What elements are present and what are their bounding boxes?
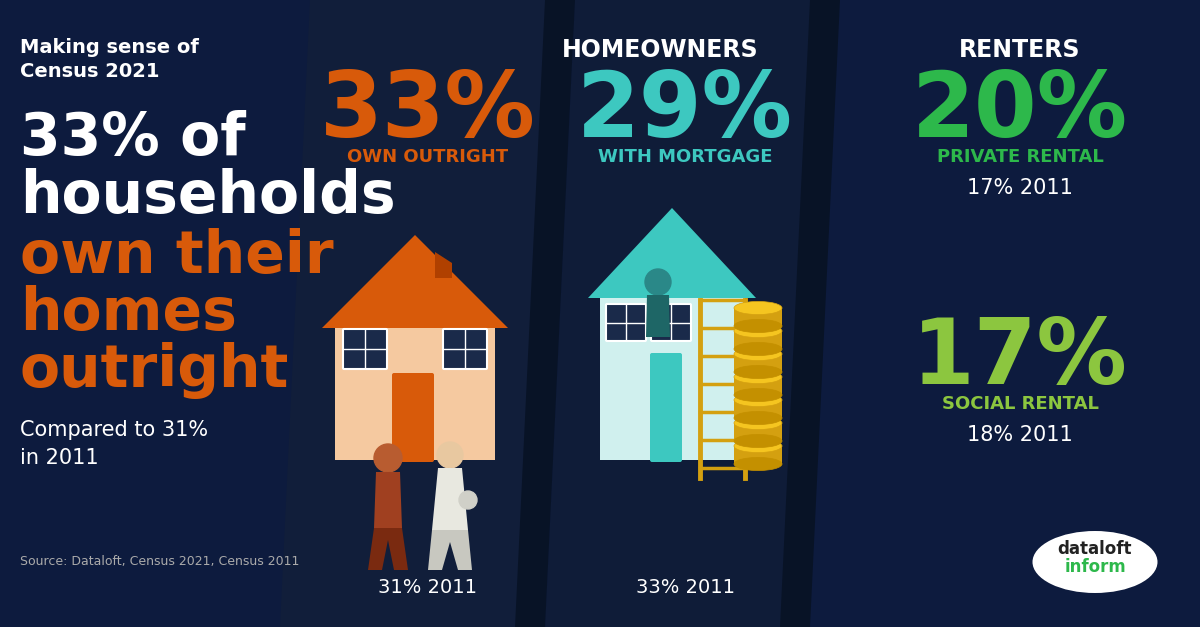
Ellipse shape xyxy=(734,366,782,379)
Polygon shape xyxy=(734,308,782,326)
Text: HOMEOWNERS: HOMEOWNERS xyxy=(562,38,758,62)
Polygon shape xyxy=(428,530,472,570)
Text: outright: outright xyxy=(20,342,289,399)
Polygon shape xyxy=(515,0,575,627)
Polygon shape xyxy=(545,0,830,627)
Text: inform: inform xyxy=(1064,558,1126,576)
Text: 31% 2011: 31% 2011 xyxy=(378,578,478,597)
Polygon shape xyxy=(600,215,745,460)
Polygon shape xyxy=(734,446,782,464)
Ellipse shape xyxy=(734,319,782,332)
Ellipse shape xyxy=(734,347,782,361)
Text: 33% 2011: 33% 2011 xyxy=(636,578,734,597)
Polygon shape xyxy=(734,400,782,418)
Text: 33% of: 33% of xyxy=(20,110,246,167)
Ellipse shape xyxy=(1032,531,1158,593)
Polygon shape xyxy=(436,252,452,278)
Text: SOCIAL RENTAL: SOCIAL RENTAL xyxy=(942,395,1098,413)
FancyBboxPatch shape xyxy=(650,353,682,462)
Polygon shape xyxy=(734,377,782,395)
Ellipse shape xyxy=(734,411,782,424)
Polygon shape xyxy=(280,0,565,627)
Polygon shape xyxy=(588,208,756,298)
Ellipse shape xyxy=(734,388,782,402)
Text: Source: Dataloft, Census 2021, Census 2011: Source: Dataloft, Census 2021, Census 20… xyxy=(20,555,299,568)
Text: 20%: 20% xyxy=(912,68,1128,156)
Ellipse shape xyxy=(734,416,782,429)
Polygon shape xyxy=(810,0,1200,627)
Polygon shape xyxy=(646,295,670,337)
Text: Census 2021: Census 2021 xyxy=(20,62,160,81)
Polygon shape xyxy=(432,468,468,530)
Polygon shape xyxy=(335,245,496,460)
Ellipse shape xyxy=(734,342,782,356)
Polygon shape xyxy=(322,235,508,328)
Ellipse shape xyxy=(734,393,782,406)
Text: 17% 2011: 17% 2011 xyxy=(967,178,1073,198)
Ellipse shape xyxy=(734,435,782,448)
Ellipse shape xyxy=(734,440,782,453)
Text: 29%: 29% xyxy=(577,68,793,156)
Text: homes: homes xyxy=(20,285,236,342)
FancyBboxPatch shape xyxy=(606,304,646,341)
Ellipse shape xyxy=(734,324,782,337)
Text: Compared to 31%: Compared to 31% xyxy=(20,420,208,440)
Polygon shape xyxy=(374,472,402,528)
Text: households: households xyxy=(20,168,396,225)
Text: in 2011: in 2011 xyxy=(20,448,98,468)
Text: RENTERS: RENTERS xyxy=(959,38,1081,62)
Polygon shape xyxy=(368,528,408,570)
Circle shape xyxy=(646,269,671,295)
Circle shape xyxy=(437,442,463,468)
FancyBboxPatch shape xyxy=(392,373,434,462)
Ellipse shape xyxy=(734,371,782,384)
Polygon shape xyxy=(780,0,840,627)
Text: dataloft: dataloft xyxy=(1057,540,1133,558)
Text: own their: own their xyxy=(20,228,334,285)
Text: 33%: 33% xyxy=(320,68,536,156)
FancyBboxPatch shape xyxy=(343,329,386,369)
Polygon shape xyxy=(0,0,310,627)
Text: 17%: 17% xyxy=(912,315,1128,403)
Circle shape xyxy=(374,444,402,472)
FancyBboxPatch shape xyxy=(650,304,691,341)
Polygon shape xyxy=(734,354,782,372)
FancyBboxPatch shape xyxy=(443,329,487,369)
Ellipse shape xyxy=(734,302,782,315)
Ellipse shape xyxy=(734,458,782,471)
Text: 18% 2011: 18% 2011 xyxy=(967,425,1073,445)
Text: Making sense of: Making sense of xyxy=(20,38,199,57)
Circle shape xyxy=(458,491,478,509)
Polygon shape xyxy=(734,331,782,349)
Text: OWN OUTRIGHT: OWN OUTRIGHT xyxy=(348,148,509,166)
Polygon shape xyxy=(734,423,782,441)
Text: WITH MORTGAGE: WITH MORTGAGE xyxy=(598,148,773,166)
Text: PRIVATE RENTAL: PRIVATE RENTAL xyxy=(937,148,1103,166)
